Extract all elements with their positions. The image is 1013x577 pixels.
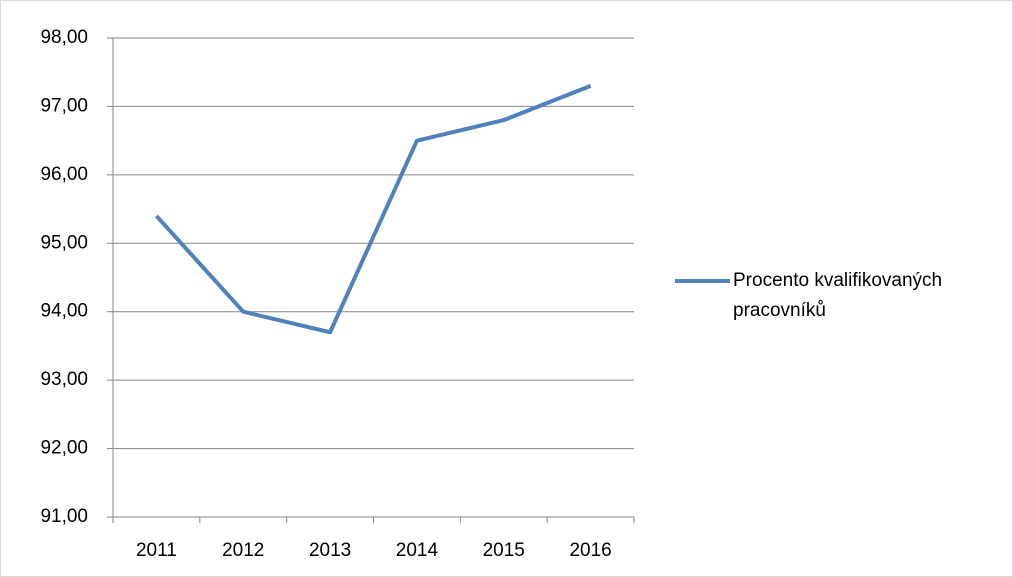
x-tick-label: 2012 xyxy=(222,540,264,561)
y-tick-label: 97,00 xyxy=(40,95,88,116)
series-line xyxy=(154,84,592,335)
x-tick-label: 2016 xyxy=(569,540,611,561)
y-tick-label: 93,00 xyxy=(40,369,88,390)
x-tick-label: 2011 xyxy=(136,540,177,561)
y-tick-label: 98,00 xyxy=(40,27,88,48)
y-tick-label: 92,00 xyxy=(40,438,88,459)
x-tick-label: 2014 xyxy=(396,540,439,561)
legend-label: Procento kvalifikovaných pracovníků xyxy=(733,270,943,321)
x-tick-label: 2015 xyxy=(483,540,525,561)
y-tick-label: 95,00 xyxy=(40,232,88,253)
x-tick-label: 2013 xyxy=(309,540,351,561)
y-tick-label: 94,00 xyxy=(40,301,88,322)
y-tick-label: 96,00 xyxy=(40,164,88,185)
y-tick-label: 91,00 xyxy=(40,506,88,527)
